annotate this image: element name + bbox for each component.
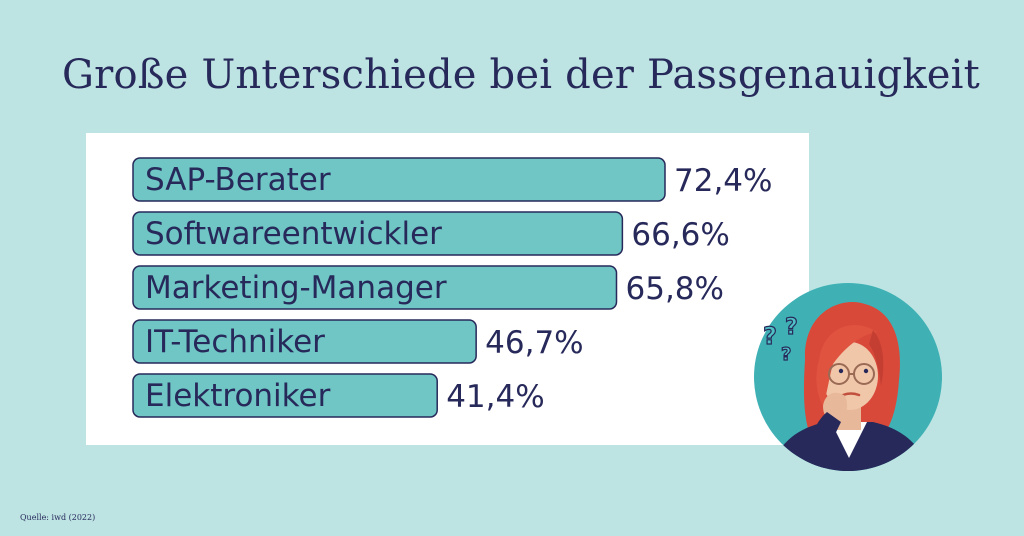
source-note: Quelle: iwd (2022) — [20, 513, 96, 522]
bar-value-label: 66,6% — [631, 217, 729, 253]
chart-title: Große Unterschiede bei der Passgenauigke… — [62, 52, 980, 98]
thinking-woman-icon: ? ? ? — [754, 283, 942, 471]
bar-category-label: Marketing-Manager — [145, 270, 447, 306]
bar-value-label: 46,7% — [485, 325, 583, 361]
bar-value-label: 41,4% — [446, 379, 544, 415]
svg-text:?: ? — [781, 344, 791, 365]
bar-value-label: 72,4% — [674, 163, 772, 199]
svg-text:?: ? — [785, 315, 798, 340]
question-marks-icon: ? ? ? — [762, 314, 798, 365]
bar-category-label: Elektroniker — [145, 378, 331, 414]
svg-text:?: ? — [763, 322, 777, 350]
bar-chart: SAP-Berater 72,4% Softwareentwickler 66,6% M… — [132, 157, 772, 418]
bar-it-techniker — [132, 319, 477, 364]
bar-category-label: IT-Techniker — [145, 324, 325, 360]
bar-marketing-manager — [132, 265, 618, 310]
bar-value-label: 65,8% — [626, 271, 724, 307]
bar-softwareentwickler — [132, 211, 624, 256]
bar-elektroniker — [132, 373, 438, 418]
bar-category-label: SAP-Berater — [145, 162, 331, 198]
bar-sap-berater — [132, 157, 666, 202]
bar-category-label: Softwareentwickler — [145, 216, 442, 252]
chart-card: SAP-Berater 72,4% Softwareentwickler 66,6% M… — [86, 133, 809, 445]
